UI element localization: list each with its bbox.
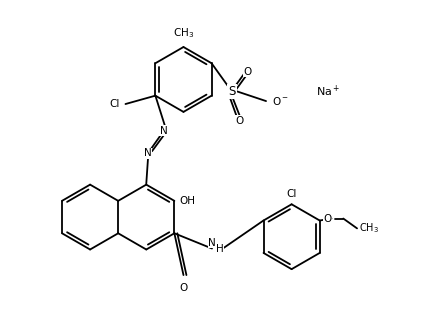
Text: N: N	[160, 126, 168, 136]
Text: OH: OH	[179, 196, 195, 206]
Text: S: S	[228, 85, 235, 98]
Text: N: N	[208, 238, 216, 248]
Text: CH$_3$: CH$_3$	[173, 26, 194, 40]
Text: O: O	[324, 214, 332, 224]
Text: O$^-$: O$^-$	[272, 95, 289, 107]
Text: O: O	[243, 67, 252, 77]
Text: CH$_3$: CH$_3$	[359, 221, 379, 235]
Text: Cl: Cl	[109, 99, 119, 109]
Text: Cl: Cl	[287, 189, 297, 200]
Text: N: N	[144, 148, 152, 158]
Text: O: O	[235, 116, 243, 126]
Text: Na$^+$: Na$^+$	[316, 83, 340, 99]
Text: O: O	[179, 283, 188, 293]
Text: H: H	[216, 244, 224, 254]
